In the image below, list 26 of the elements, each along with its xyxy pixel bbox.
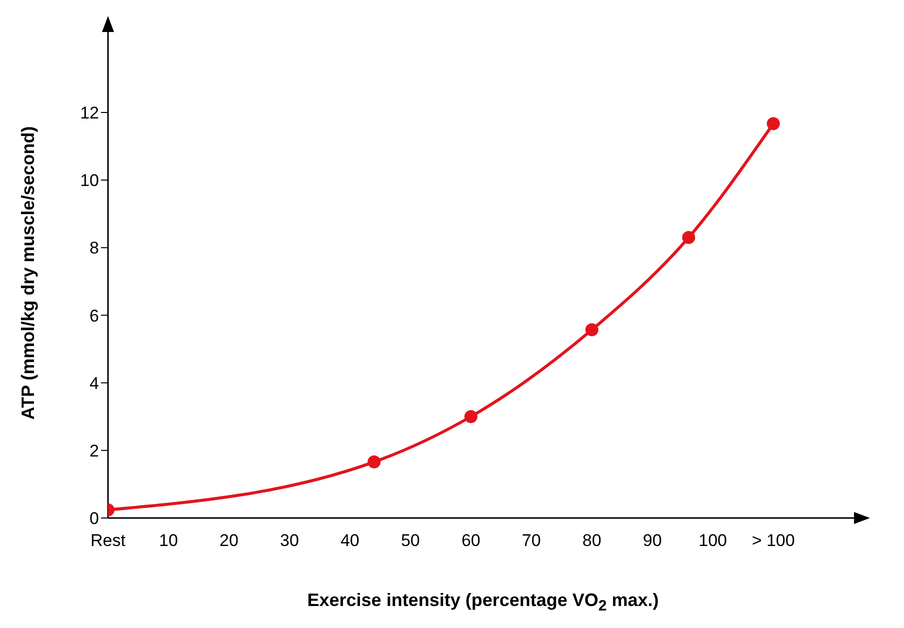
y-tick-label: 10 bbox=[80, 171, 99, 190]
x-tick-label: > 100 bbox=[752, 531, 795, 550]
y-tick-label: 6 bbox=[90, 306, 99, 326]
x-axis-title: Exercise intensity (percentage VO$_{2}$ max.) bbox=[306, 590, 660, 615]
y-axis-title: ATP (mmol/kg dry muscle/second) bbox=[18, 125, 39, 422]
x-tick-label: 20 bbox=[220, 531, 238, 550]
x-tick-label: 90 bbox=[642, 531, 662, 550]
point bbox=[368, 455, 381, 468]
x-tick-label: 100 bbox=[698, 531, 728, 550]
point bbox=[682, 231, 696, 244]
x-tick-label: Rest bbox=[90, 531, 126, 550]
point bbox=[464, 410, 478, 424]
x-tick-label: 30 bbox=[280, 531, 299, 550]
y-tick-label: 8 bbox=[90, 238, 99, 258]
x-tick-label: 40 bbox=[340, 531, 360, 550]
x-tick-label: 60 bbox=[461, 531, 480, 550]
point bbox=[766, 117, 780, 130]
y-tick-label: 12 bbox=[80, 104, 99, 123]
x-tick-label: 80 bbox=[582, 531, 602, 550]
x-tick-label: 70 bbox=[522, 531, 541, 550]
x-tick-label: 50 bbox=[400, 531, 420, 550]
y-tick-label: 0 bbox=[90, 509, 99, 528]
point bbox=[585, 323, 598, 336]
y-tick-label: 2 bbox=[90, 441, 99, 460]
x-tick-label: 10 bbox=[159, 531, 178, 550]
y-tick-label: 4 bbox=[90, 374, 99, 393]
